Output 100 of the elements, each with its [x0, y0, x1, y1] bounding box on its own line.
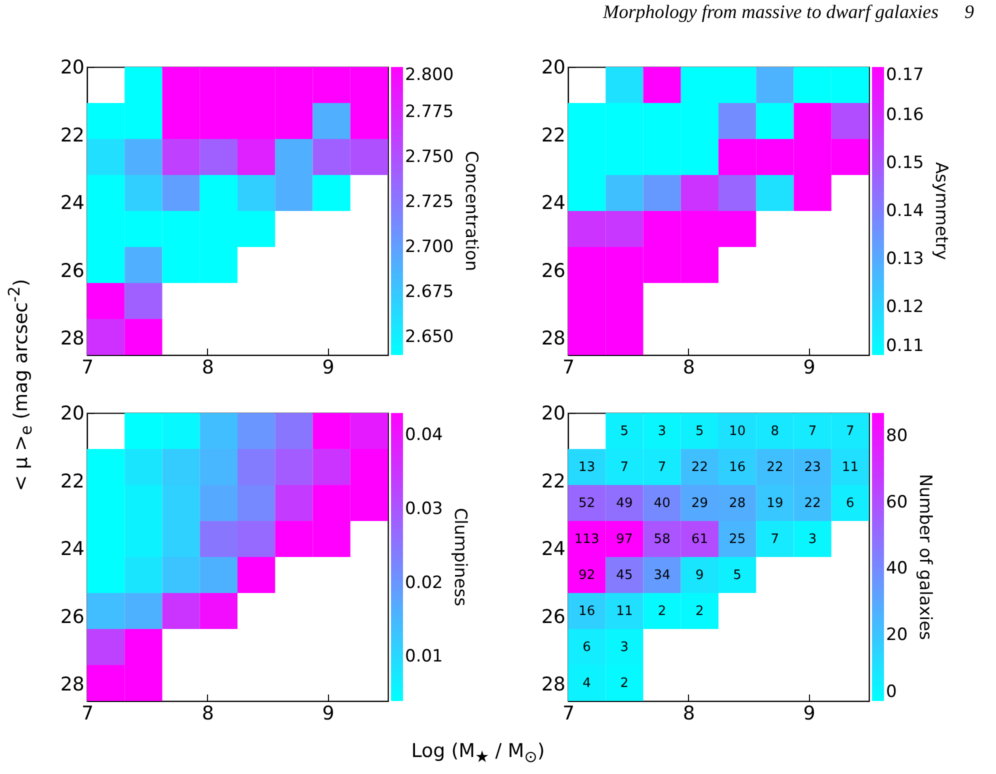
y-tick-label: 20 [60, 56, 84, 78]
data-label: 6 [582, 640, 591, 655]
data-label: 22 [804, 496, 821, 511]
data-label: 16 [578, 604, 596, 619]
text: 9 [964, 2, 974, 23]
y-tick-label: 24 [60, 538, 84, 560]
x-tick-label: 8 [682, 356, 695, 378]
color-bar-title: Clumpiness [450, 508, 470, 606]
y-tick-label: 28 [60, 328, 84, 350]
data-label: 7 [620, 460, 629, 475]
data-label: 13 [578, 460, 596, 475]
color-bar-label: 0.15 [886, 153, 924, 173]
y-tick-label: 28 [541, 674, 566, 696]
color-bar-label: 2.650 [405, 327, 454, 347]
x-tick-label: 7 [562, 356, 575, 378]
color-bar-label: 0 [886, 682, 897, 702]
y-tick-label: 28 [541, 328, 566, 350]
y-tick-label: 20 [541, 402, 566, 424]
data-label: 22 [691, 460, 708, 475]
color-bar-label: 2.800 [405, 65, 454, 85]
color-bar-title: Concentration [461, 150, 481, 272]
color-bar-label: 0.17 [886, 65, 924, 85]
data-label: 58 [654, 532, 670, 547]
x-tick-label: 9 [322, 702, 334, 724]
data-label: 6 [846, 496, 854, 511]
data-label: 10 [729, 424, 746, 439]
x-tick-label: 8 [202, 702, 214, 724]
data-label: 8 [770, 424, 780, 439]
data-label: 7 [770, 532, 780, 547]
data-label: 11 [842, 460, 858, 475]
data-label: 4 [582, 676, 591, 691]
color-bar-label: 20 [886, 624, 908, 645]
data-label: 16 [729, 460, 746, 475]
y-tick-label: 22 [541, 470, 566, 492]
color-bar-label: 2.775 [405, 102, 454, 122]
data-label: 9 [696, 568, 704, 583]
x-tick-label: 9 [803, 702, 816, 724]
y-tick-label: 24 [541, 192, 566, 214]
x-tick-label: 7 [81, 356, 94, 378]
y-tick-label: 22 [60, 470, 84, 492]
data-label: 5 [733, 568, 742, 583]
color-bar-label: 2.700 [405, 237, 454, 257]
x-tick-label: 8 [202, 356, 214, 378]
data-label: 7 [658, 460, 666, 475]
data-label: 34 [654, 568, 670, 583]
y-tick-label: 24 [60, 192, 84, 214]
data-label: 11 [616, 604, 633, 619]
data-label: 7 [808, 424, 817, 439]
y-tick-label: 28 [60, 674, 84, 696]
y-tick-label: 26 [541, 260, 566, 282]
data-label: 3 [658, 424, 666, 439]
color-bar-label: 2.725 [405, 192, 454, 212]
y-tick-label: 22 [60, 124, 84, 146]
color-bar-title: Asymmetry [931, 162, 951, 260]
x-tick-label: 9 [322, 356, 334, 378]
data-label: 97 [616, 532, 633, 547]
color-bar-label: 0.16 [886, 105, 924, 125]
y-tick-label: 20 [60, 402, 84, 424]
color-bar-label: 0.04 [405, 425, 443, 446]
y-tick-label: 22 [541, 124, 566, 146]
y-tick-label: 26 [541, 606, 566, 628]
data-label: 113 [574, 532, 600, 547]
color-bar-title: Number of galaxies [915, 474, 935, 640]
data-label: 3 [808, 532, 817, 547]
x-tick-label: 9 [803, 356, 816, 378]
data-label: 7 [846, 424, 854, 439]
color-bar-label: 0.11 [886, 336, 924, 356]
data-label: 45 [616, 568, 633, 583]
color-bar-label: 80 [886, 426, 908, 446]
data-label: 40 [654, 496, 670, 511]
color-bar-label: 0.12 [886, 297, 924, 317]
data-label: 2 [658, 604, 666, 619]
color-bar-label: 0.02 [405, 572, 443, 593]
text: Morphology from massive to dwarf galaxies [603, 2, 938, 23]
data-label: 5 [620, 424, 629, 439]
color-bar-label: 2.675 [405, 282, 454, 302]
data-label: 25 [729, 532, 746, 547]
data-label: 2 [620, 676, 629, 691]
data-label: 2 [696, 604, 704, 619]
data-label: 28 [729, 496, 746, 511]
color-bar-label: 2.750 [405, 147, 454, 167]
color-bar-label: 0.03 [405, 499, 443, 519]
data-label: 61 [691, 532, 708, 547]
y-tick-label: 20 [541, 56, 566, 78]
data-label: 19 [766, 496, 784, 511]
y-tick-label: 26 [60, 606, 84, 628]
data-label: 49 [616, 496, 633, 511]
x-axis-title: Log (M$_{★}$ / M$_{⊙}$) [411, 740, 545, 766]
color-bar-label: 0.14 [886, 201, 924, 221]
x-tick-label: 7 [562, 702, 575, 724]
color-bar-label: 40 [886, 558, 908, 579]
y-tick-label: 24 [541, 538, 566, 560]
x-tick-label: 8 [682, 702, 695, 724]
color-bar-label: 0.01 [405, 646, 443, 667]
data-label: 22 [766, 460, 784, 475]
data-label: 92 [578, 568, 596, 583]
color-bar-label: 60 [886, 492, 908, 512]
color-bar-label: 0.13 [886, 249, 924, 269]
data-label: 52 [578, 496, 596, 511]
data-label: 5 [696, 424, 704, 439]
